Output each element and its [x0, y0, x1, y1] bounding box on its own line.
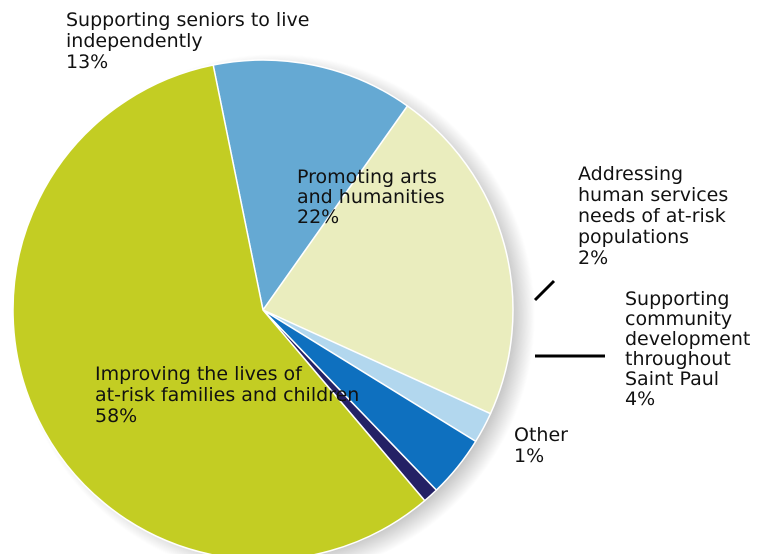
slice-value-label: 22% [297, 206, 339, 228]
slice-labels: Supporting seniors to live independently 1… [66, 9, 750, 467]
slice-label-line: and humanities [297, 186, 445, 208]
slice-label-line: at-risk families and children [95, 384, 359, 406]
slice-label-community-development: Supporting community development throughout… [625, 288, 750, 410]
slice-label-line: populations [578, 226, 689, 248]
slice-label-line: development [625, 328, 750, 350]
leader-line-human-services [533, 279, 556, 302]
slice-label-families: Improving the lives of at-risk families a… [95, 363, 359, 427]
slice-label-arts: Promoting arts and humanities 22% [297, 166, 445, 228]
pie-slice-families [12, 64, 426, 554]
pie-slice-seniors [212, 59, 409, 311]
slice-label-line: Other [514, 424, 568, 446]
slice-label-line: Improving the lives of [95, 363, 303, 385]
slice-label-line: Addressing [578, 163, 683, 185]
slice-label-line: independently [66, 30, 203, 52]
slice-value-label: 4% [625, 388, 655, 410]
slice-label-line: needs of at-risk [578, 205, 726, 227]
slice-value-label: 58% [95, 405, 137, 427]
slice-label-line: Saint Paul [625, 368, 719, 390]
slice-label-other: Other 1% [514, 424, 568, 467]
slice-value-label: 2% [578, 247, 608, 269]
slice-label-seniors: Supporting seniors to live independently 1… [66, 9, 309, 73]
pie-slice-arts [262, 105, 514, 415]
slice-value-label: 1% [514, 445, 544, 467]
slice-label-human-services: Addressing human services needs of at-risk… [578, 163, 728, 269]
slice-label-line: community [625, 308, 732, 330]
slice-value-label: 13% [66, 51, 108, 73]
slice-label-line: human services [578, 184, 728, 206]
slice-label-line: throughout [625, 348, 731, 370]
slice-label-line: Supporting seniors to live [66, 9, 309, 31]
slice-label-line: Supporting [625, 288, 730, 310]
slice-label-line: Promoting arts [297, 166, 437, 188]
pie-slices [12, 59, 514, 554]
